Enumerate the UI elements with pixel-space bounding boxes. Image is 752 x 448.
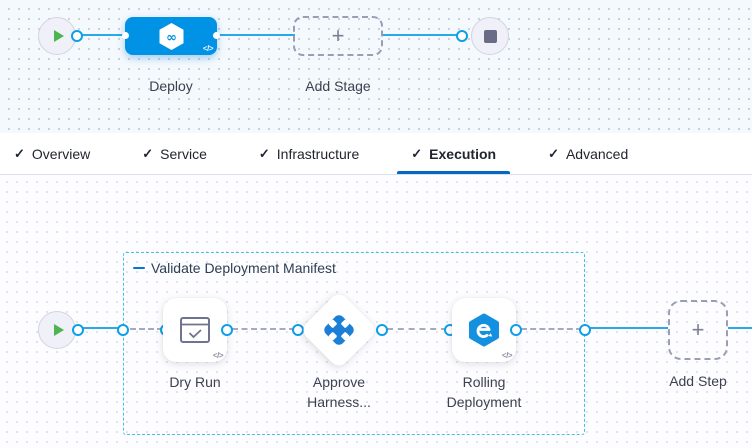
connector-line	[75, 34, 127, 36]
tab-label: Service	[160, 145, 207, 162]
add-step-label: Add Step	[669, 373, 727, 389]
stage-label: Deploy	[149, 78, 193, 94]
stage-port-left[interactable]	[122, 32, 129, 39]
connector-line	[521, 328, 582, 330]
check-icon: ✓	[14, 145, 25, 161]
step-group-header[interactable]: Validate Deployment Manifest	[133, 260, 336, 276]
collapse-icon[interactable]	[133, 266, 145, 270]
connector-port[interactable]	[71, 30, 83, 42]
tab-label: Infrastructure	[276, 145, 360, 162]
connector-line	[130, 328, 163, 330]
stage-config-tabbar: ✓ Overview ✓ Service ✓ Infrastructure ✓ …	[0, 133, 752, 175]
connector-line	[217, 34, 295, 36]
add-step-button[interactable]: +	[668, 300, 728, 360]
step-group-label: Validate Deployment Manifest	[151, 260, 336, 276]
step-label: Rolling Deployment	[446, 374, 522, 411]
tab-execution[interactable]: ✓ Execution	[397, 133, 510, 174]
step-node-dry-run[interactable]: </>	[163, 298, 227, 362]
tab-infrastructure[interactable]: ✓ Infrastructure	[245, 133, 373, 174]
svg-text:∞: ∞	[166, 30, 177, 45]
play-icon	[53, 30, 64, 42]
add-stage-button[interactable]: +	[293, 16, 383, 56]
code-view-icon[interactable]: </>	[501, 351, 513, 360]
execution-start-node[interactable]	[38, 311, 76, 349]
harness-cd-icon: ∞	[158, 22, 185, 51]
connector-port[interactable]	[510, 324, 522, 336]
connector-port[interactable]	[579, 324, 591, 336]
connector-line	[589, 327, 668, 329]
tab-label: Advanced	[565, 145, 629, 162]
rolling-deployment-icon	[466, 312, 502, 348]
plus-icon: +	[691, 317, 705, 342]
step-node-harness-approval[interactable]	[299, 290, 379, 370]
check-icon: ✓	[142, 145, 154, 161]
connector-port[interactable]	[456, 30, 468, 42]
plus-icon: +	[331, 23, 345, 48]
connector-line	[387, 328, 447, 330]
connector-port[interactable]	[221, 324, 233, 336]
check-icon: ✓	[411, 145, 423, 161]
stop-icon	[483, 29, 497, 43]
stage-node-deploy[interactable]: ∞ </>	[122, 17, 220, 55]
tab-overview[interactable]: ✓ Overview	[0, 133, 104, 174]
connector-port[interactable]	[117, 324, 129, 336]
tab-service[interactable]: ✓ Service	[128, 133, 221, 174]
step-label: Approve Harness...	[307, 374, 371, 411]
tab-advanced[interactable]: ✓ Advanced	[534, 133, 642, 174]
check-icon: ✓	[548, 145, 559, 161]
execution-steps-canvas[interactable]: Validate Deployment Manifest </> Dry Run	[0, 175, 752, 448]
connector-port[interactable]	[376, 324, 388, 336]
connector-line	[728, 327, 752, 329]
stage-pipeline-canvas[interactable]: ∞ </> Deploy + Add Stage	[0, 0, 752, 133]
play-icon	[53, 324, 64, 336]
tab-label: Execution	[429, 145, 497, 162]
stage-port-right[interactable]	[213, 32, 220, 39]
code-view-icon[interactable]: </>	[202, 44, 214, 53]
step-node-rolling-deployment[interactable]: </>	[452, 298, 516, 362]
connector-line	[383, 34, 463, 36]
add-stage-label: Add Stage	[305, 78, 371, 94]
step-group-outline[interactable]	[123, 252, 585, 435]
check-icon: ✓	[258, 145, 270, 161]
tab-label: Overview	[31, 145, 91, 162]
dry-run-icon	[179, 316, 211, 344]
connector-line	[232, 328, 295, 330]
pipeline-end-node[interactable]	[471, 17, 509, 55]
connector-port[interactable]	[72, 324, 84, 336]
connector-line	[76, 327, 125, 329]
pipeline-start-node[interactable]	[38, 17, 76, 55]
step-label: Dry Run	[169, 374, 221, 390]
harness-approval-icon	[319, 310, 359, 350]
code-view-icon[interactable]: </>	[212, 351, 224, 360]
